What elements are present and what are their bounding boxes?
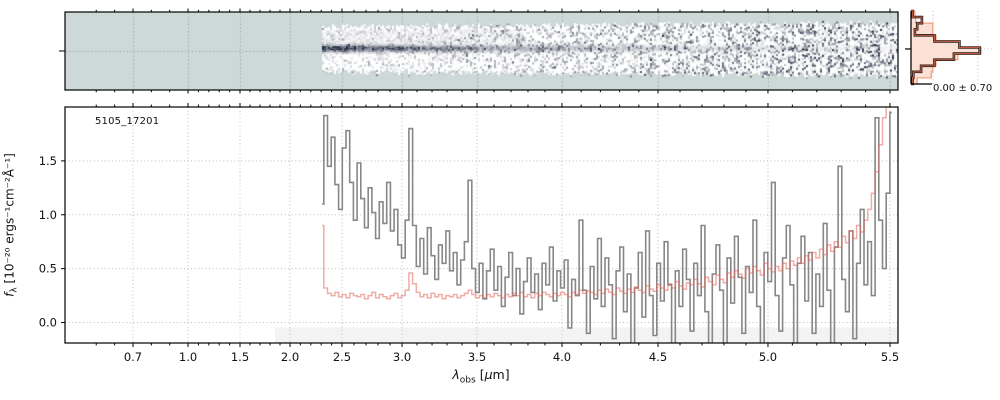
spec2d-axes-border (64, 11, 899, 91)
hist-stat-label: 0.00 ± 0.70 (933, 83, 993, 94)
x-tick-label: 4.0 (553, 350, 571, 364)
main-spectrum-panel: 0.7 1.0 1.5 2.0 2.5 3.0 3.5 4.0 4.5 5.0 5.5 0.0 0.5 1… (39, 103, 899, 364)
y-tick-label: 1.5 (39, 154, 57, 168)
flux-series-line (322, 111, 892, 343)
x-axis-label-sub: obs (459, 375, 476, 386)
y-tick-label: 1.0 (39, 208, 57, 222)
hist-spines (905, 11, 932, 85)
y-tick-label: 0.5 (39, 262, 57, 276)
main-grid (65, 107, 898, 343)
x-tick-label: 3.5 (468, 350, 486, 364)
x-tick-label: 1.5 (231, 350, 249, 364)
x-axis-label-mu: μ (484, 367, 493, 382)
x-tick-label: 1.0 (179, 350, 197, 364)
x-tick-label: 3.0 (393, 350, 411, 364)
x-tick-label: 0.7 (124, 350, 142, 364)
residual-histogram-panel (905, 9, 992, 86)
spectrum-id-label: 5105_17201 (95, 116, 160, 127)
main-ticks (61, 103, 891, 347)
y-axis-label-units: [10⁻²⁰ ergs⁻¹cm⁻²Å⁻¹] (2, 153, 17, 288)
x-tick-label: 5.5 (881, 350, 899, 364)
x-tick-label: 2.0 (281, 350, 299, 364)
y-axis-label-sub: λ (9, 287, 20, 293)
y-axis-label: fλ [10⁻²⁰ ergs⁻¹cm⁻²Å⁻¹] (2, 153, 19, 297)
spec2d-panel-frame (59, 8, 899, 94)
x-axis-label: λobs [μm] (452, 367, 509, 386)
main-axes-border (64, 106, 899, 344)
x-tick-label: 4.5 (649, 350, 667, 364)
x-tick-label: 5.0 (759, 350, 777, 364)
x-axis-label-pre: [ (475, 367, 485, 382)
x-tick-label: 2.5 (333, 350, 351, 364)
x-axis-label-post: m] (492, 367, 510, 382)
error-series-line (322, 107, 887, 300)
y-axis-label-f: f (2, 292, 17, 297)
y-tick-label: 0.0 (39, 316, 57, 330)
x-axis-label-lambda: λ (452, 367, 460, 382)
spec2d-ticks (59, 8, 891, 94)
hist-data-series-inner (911, 10, 981, 85)
